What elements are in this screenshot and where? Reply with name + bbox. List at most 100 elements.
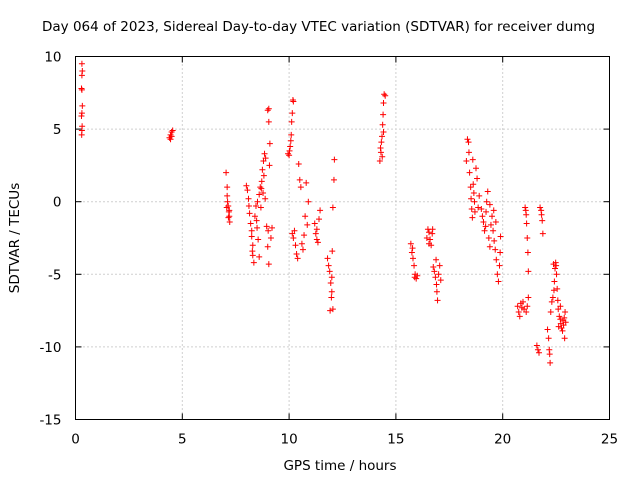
data-point-marker xyxy=(467,184,474,191)
data-point-marker xyxy=(331,156,338,163)
data-point-marker xyxy=(557,303,564,310)
data-point-marker xyxy=(244,187,251,194)
x-tick-label: 10 xyxy=(281,432,298,448)
data-point-marker xyxy=(327,307,334,314)
y-axis-label: SDTVAR / TECUs xyxy=(7,183,23,293)
data-point-marker xyxy=(524,303,531,310)
data-point-marker xyxy=(555,323,562,330)
data-point-marker xyxy=(79,102,86,109)
data-point-marker xyxy=(267,235,274,241)
data-point-marker xyxy=(382,92,389,99)
data-point-marker xyxy=(562,319,569,326)
data-point-marker xyxy=(224,192,231,199)
data-point-marker xyxy=(479,213,486,220)
data-point-marker xyxy=(562,309,569,316)
data-point-marker xyxy=(537,204,544,211)
data-point-marker xyxy=(533,342,540,349)
data-point-marker xyxy=(523,220,530,227)
data-point-marker xyxy=(483,198,490,205)
data-point-marker xyxy=(249,242,256,249)
data-point-marker xyxy=(256,253,263,260)
data-point-marker xyxy=(525,268,532,275)
data-point-marker xyxy=(411,262,418,269)
data-point-marker xyxy=(524,249,531,256)
data-point-marker xyxy=(381,91,388,98)
data-point-marker xyxy=(255,236,262,243)
data-point-marker xyxy=(495,278,502,285)
data-point-marker xyxy=(379,153,386,160)
data-point-marker xyxy=(264,243,271,250)
data-point-marker xyxy=(380,99,387,106)
data-point-marker xyxy=(264,107,271,114)
data-point-marker xyxy=(491,237,498,244)
data-point-marker xyxy=(251,213,258,220)
data-point-marker xyxy=(552,265,559,272)
data-point-marker xyxy=(430,264,437,271)
data-point-marker xyxy=(328,294,335,301)
data-point-marker xyxy=(248,227,255,234)
data-point-marker xyxy=(408,249,415,256)
data-point-marker xyxy=(243,182,250,189)
data-point-marker xyxy=(256,191,263,198)
data-point-marker xyxy=(224,198,231,205)
data-point-marker xyxy=(431,268,438,275)
data-point-marker xyxy=(556,313,563,320)
data-point-marker xyxy=(254,198,261,205)
data-point-marker xyxy=(489,213,496,220)
data-point-marker xyxy=(539,217,546,224)
data-point-marker xyxy=(246,210,253,217)
data-point-marker xyxy=(78,72,85,79)
data-point-marker xyxy=(466,169,473,176)
data-point-marker xyxy=(226,213,233,220)
data-point-marker xyxy=(258,178,265,185)
data-point-marker xyxy=(514,303,521,310)
data-point-marker xyxy=(262,155,269,162)
data-point-marker xyxy=(167,136,174,143)
data-point-marker xyxy=(259,166,266,173)
data-point-marker xyxy=(463,158,470,165)
data-point-marker xyxy=(486,243,493,250)
data-point-marker xyxy=(260,172,267,179)
y-tick-label: -5 xyxy=(48,267,61,283)
data-point-marker xyxy=(437,277,444,284)
data-point-marker xyxy=(290,235,297,241)
data-point-marker xyxy=(545,335,552,342)
data-point-marker xyxy=(317,207,324,214)
y-tick-label: 0 xyxy=(53,195,62,211)
data-point-marker xyxy=(553,271,560,278)
data-point-marker xyxy=(292,242,299,249)
y-tick-label: 10 xyxy=(44,50,61,66)
data-point-marker xyxy=(546,351,553,358)
data-point-marker xyxy=(426,229,433,236)
data-point-marker xyxy=(296,176,303,183)
data-point-marker xyxy=(380,129,387,136)
chart-title: Day 064 of 2023, Sidereal Day-to-day VTE… xyxy=(42,19,595,35)
data-point-marker xyxy=(266,140,273,147)
data-point-marker xyxy=(328,288,335,295)
data-point-marker xyxy=(378,139,385,146)
data-point-marker xyxy=(303,179,310,186)
x-tick-labels: 0 5 10 15 20 25 xyxy=(71,432,618,448)
data-point-marker xyxy=(263,223,270,230)
data-point-marker xyxy=(78,60,85,67)
data-point-marker xyxy=(536,349,543,356)
data-point-marker xyxy=(294,255,301,262)
data-point-marker xyxy=(494,271,501,278)
y-tick-labels: -15 -10 -5 0 5 10 xyxy=(39,50,61,429)
data-point-marker xyxy=(265,118,272,125)
x-tick-label: 15 xyxy=(387,432,404,448)
data-point-marker xyxy=(473,165,479,172)
data-point-marker xyxy=(328,274,335,281)
data-point-marker xyxy=(544,326,551,333)
data-point-marker xyxy=(78,131,85,138)
data-point-marker xyxy=(433,281,440,288)
data-point-marker xyxy=(559,327,566,334)
data-point-marker xyxy=(426,240,433,247)
data-point-marker xyxy=(469,214,476,221)
data-point-marker xyxy=(480,219,487,226)
x-tick-label: 5 xyxy=(178,432,187,448)
data-point-marker xyxy=(313,236,320,243)
data-point-marker xyxy=(429,226,436,233)
grid xyxy=(75,56,610,420)
